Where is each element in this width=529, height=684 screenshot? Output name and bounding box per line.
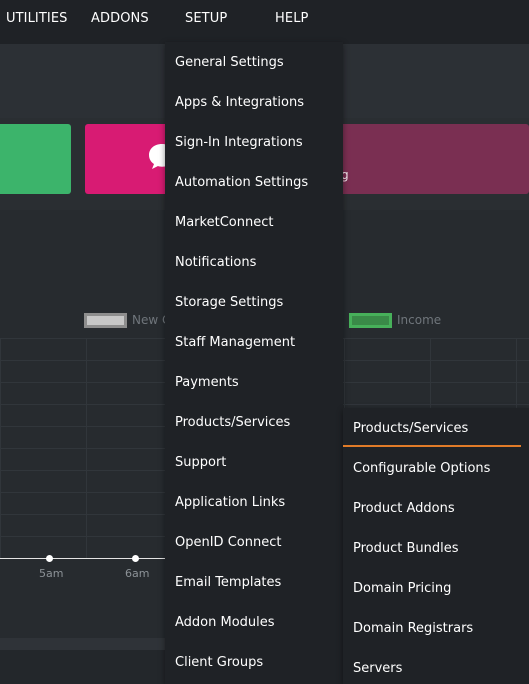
submenu-product-addons[interactable]: Product Addons — [353, 501, 455, 516]
menu-email-templates[interactable]: Email Templates — [175, 575, 281, 590]
nav-help[interactable]: HELP — [275, 11, 308, 26]
nav-utilities[interactable]: UTILITIES — [6, 11, 68, 26]
submenu-product-bundles[interactable]: Product Bundles — [353, 541, 459, 556]
menu-client-groups[interactable]: Client Groups — [175, 655, 263, 670]
legend-label-income: Income — [397, 313, 441, 327]
nav-addons[interactable]: ADDONS — [91, 11, 149, 26]
menu-support[interactable]: Support — [175, 455, 226, 470]
menu-staff-management[interactable]: Staff Management — [175, 335, 295, 350]
menu-marketconnect[interactable]: MarketConnect — [175, 215, 273, 230]
menu-addon-modules[interactable]: Addon Modules — [175, 615, 275, 630]
submenu-active-divider — [343, 445, 521, 447]
submenu-configurable-options[interactable]: Configurable Options — [353, 461, 490, 476]
stat-tile-green[interactable] — [0, 124, 71, 194]
submenu-products-services[interactable]: Products/Services — [353, 421, 468, 436]
x-tick-label: 6am — [125, 567, 149, 580]
products-services-submenu: Products/Services Configurable Options P… — [343, 408, 529, 684]
menu-storage-settings[interactable]: Storage Settings — [175, 295, 283, 310]
chart-point — [132, 555, 139, 562]
menu-apps-integrations[interactable]: Apps & Integrations — [175, 95, 304, 110]
menu-notifications[interactable]: Notifications — [175, 255, 256, 270]
menu-sign-in-integrations[interactable]: Sign-In Integrations — [175, 135, 303, 150]
x-tick-label: 5am — [39, 567, 63, 580]
menu-openid-connect[interactable]: OpenID Connect — [175, 535, 281, 550]
top-navigation: UTILITIES ADDONS SETUP HELP — [0, 0, 529, 44]
submenu-domain-registrars[interactable]: Domain Registrars — [353, 621, 473, 636]
menu-payments[interactable]: Payments — [175, 375, 239, 390]
legend-swatch-income[interactable] — [349, 313, 392, 328]
chart-point — [46, 555, 53, 562]
menu-application-links[interactable]: Application Links — [175, 495, 285, 510]
nav-setup[interactable]: SETUP — [185, 11, 227, 26]
menu-general-settings[interactable]: General Settings — [175, 55, 284, 70]
submenu-domain-pricing[interactable]: Domain Pricing — [353, 581, 451, 596]
menu-automation-settings[interactable]: Automation Settings — [175, 175, 308, 190]
submenu-servers[interactable]: Servers — [353, 661, 402, 676]
menu-products-services[interactable]: Products/Services — [175, 415, 290, 430]
legend-swatch-new[interactable] — [84, 313, 127, 328]
setup-dropdown-menu: General Settings Apps & Integrations Sig… — [165, 42, 343, 684]
